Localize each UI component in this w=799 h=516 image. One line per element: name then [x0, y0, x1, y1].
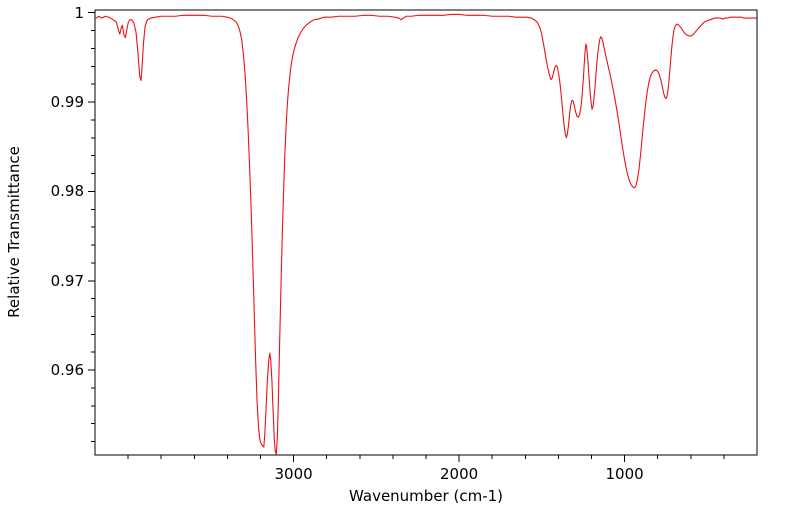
y-tick-label: 0.98 [50, 182, 84, 201]
y-tick-label: 0.97 [50, 271, 84, 290]
y-tick-label: 0.99 [50, 93, 84, 112]
x-tick-label: 2000 [440, 465, 479, 483]
spectrum-line [95, 13, 757, 455]
x-axis-title: Wavenumber (cm-1) [349, 487, 503, 505]
x-tick-label: 3000 [274, 465, 313, 483]
y-axis-title: Relative Transmittance [5, 146, 23, 318]
x-tick-label: 1000 [605, 465, 644, 483]
y-tick-label: 0.96 [50, 361, 84, 380]
plot-frame [94, 9, 758, 456]
y-tick-label: 1 [74, 3, 84, 22]
